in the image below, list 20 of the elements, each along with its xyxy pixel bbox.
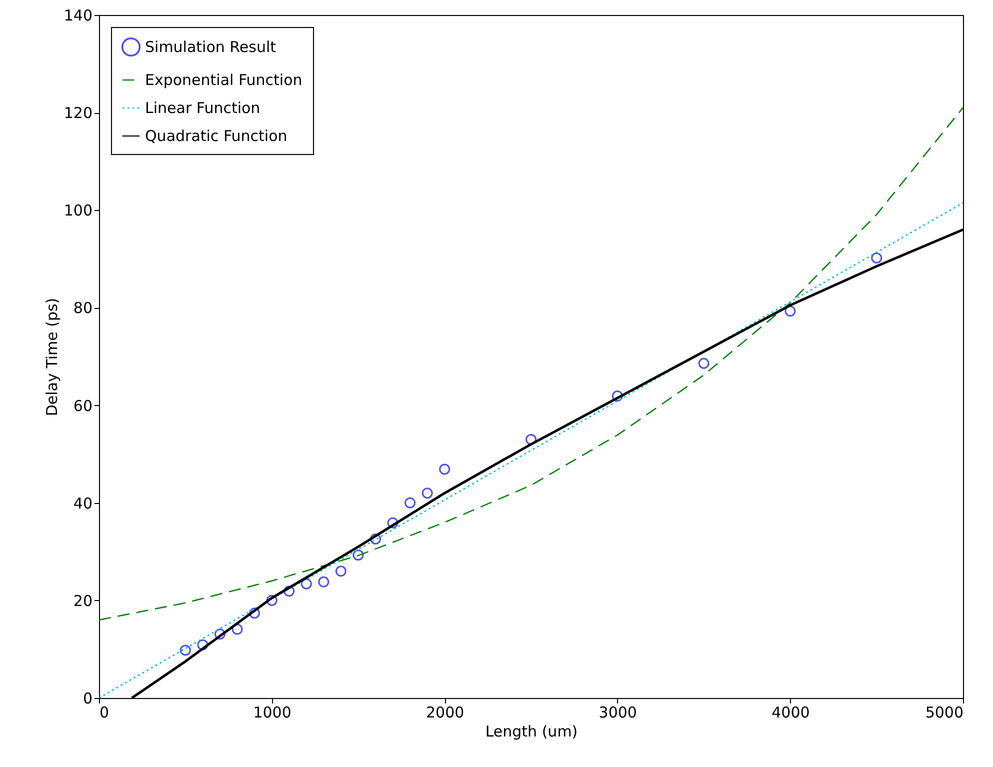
legend-label: Exponential Function <box>145 71 302 89</box>
y-tick-label: 40 <box>73 494 92 512</box>
y-tick-label: 60 <box>73 396 92 415</box>
y-tick-label: 120 <box>64 104 92 122</box>
x-tick-label: 5000 <box>925 704 964 722</box>
y-tick-label: 140 <box>64 6 92 24</box>
x-tick-label: 0 <box>100 704 110 722</box>
x-tick-label: 1000 <box>253 704 292 722</box>
x-tick-label: 4000 <box>772 704 810 722</box>
x-axis-title: Length (um) <box>485 722 578 740</box>
legend-label: Linear Function <box>145 99 260 117</box>
x-tick-label: 3000 <box>598 704 637 722</box>
y-tick-label: 0 <box>82 690 92 708</box>
y-axis-title: Delay Time (ps) <box>42 298 61 416</box>
y-tick-label: 20 <box>73 592 92 610</box>
x-tick-label: 2000 <box>426 704 464 722</box>
legend-label: Quadratic Function <box>145 127 288 145</box>
y-tick-label: 80 <box>73 299 92 318</box>
legend-label: Simulation Result <box>145 38 276 56</box>
y-tick-label: 100 <box>64 202 92 220</box>
